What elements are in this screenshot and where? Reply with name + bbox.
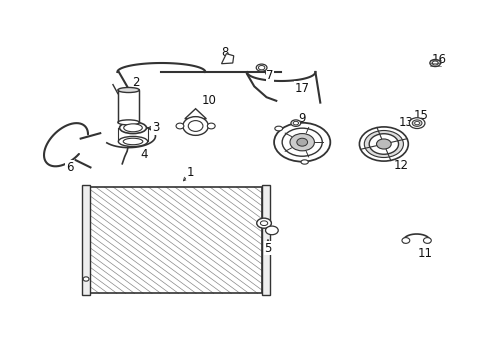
Ellipse shape bbox=[188, 121, 203, 131]
Ellipse shape bbox=[429, 59, 440, 67]
Ellipse shape bbox=[258, 66, 264, 70]
Ellipse shape bbox=[290, 120, 300, 126]
Text: 1: 1 bbox=[186, 166, 194, 179]
Ellipse shape bbox=[260, 221, 267, 225]
Text: 14: 14 bbox=[387, 132, 402, 145]
Ellipse shape bbox=[207, 123, 215, 129]
Ellipse shape bbox=[176, 123, 183, 129]
Ellipse shape bbox=[123, 124, 142, 132]
Ellipse shape bbox=[359, 127, 407, 161]
Ellipse shape bbox=[296, 138, 307, 146]
Text: 15: 15 bbox=[413, 109, 428, 122]
Text: 17: 17 bbox=[294, 82, 309, 95]
Text: 13: 13 bbox=[398, 116, 412, 129]
Bar bbox=[261, 185, 270, 295]
Ellipse shape bbox=[118, 87, 139, 93]
Polygon shape bbox=[184, 109, 206, 119]
Text: 12: 12 bbox=[393, 159, 407, 172]
Ellipse shape bbox=[408, 118, 424, 129]
Ellipse shape bbox=[289, 134, 314, 151]
Ellipse shape bbox=[368, 134, 398, 154]
Ellipse shape bbox=[183, 117, 208, 135]
Text: 11: 11 bbox=[417, 247, 432, 260]
Ellipse shape bbox=[123, 138, 142, 145]
Bar bbox=[90, 187, 261, 293]
Text: 10: 10 bbox=[202, 94, 216, 107]
Polygon shape bbox=[221, 54, 233, 64]
Ellipse shape bbox=[282, 128, 322, 156]
Text: 2: 2 bbox=[132, 76, 140, 89]
Ellipse shape bbox=[118, 136, 147, 147]
Text: 4: 4 bbox=[140, 148, 148, 161]
Text: 5: 5 bbox=[264, 242, 271, 255]
Ellipse shape bbox=[265, 226, 278, 235]
Bar bbox=[81, 185, 90, 295]
Bar bbox=[90, 187, 261, 293]
Ellipse shape bbox=[119, 122, 146, 134]
Ellipse shape bbox=[256, 218, 271, 228]
Ellipse shape bbox=[292, 121, 298, 125]
Text: 9: 9 bbox=[298, 112, 305, 125]
Ellipse shape bbox=[274, 126, 282, 131]
Ellipse shape bbox=[364, 130, 403, 158]
Ellipse shape bbox=[118, 120, 139, 125]
Ellipse shape bbox=[376, 139, 390, 149]
Ellipse shape bbox=[83, 277, 89, 281]
Ellipse shape bbox=[273, 123, 330, 162]
Text: 16: 16 bbox=[431, 53, 446, 66]
Text: 3: 3 bbox=[151, 121, 159, 134]
Circle shape bbox=[401, 238, 409, 243]
Text: 7: 7 bbox=[265, 69, 273, 82]
Text: 8: 8 bbox=[221, 46, 228, 59]
Ellipse shape bbox=[411, 120, 421, 126]
Ellipse shape bbox=[414, 121, 419, 125]
Bar bbox=[118, 90, 139, 122]
Ellipse shape bbox=[256, 64, 266, 71]
Text: 6: 6 bbox=[65, 161, 73, 174]
Ellipse shape bbox=[300, 160, 308, 164]
Circle shape bbox=[423, 238, 430, 243]
Ellipse shape bbox=[431, 61, 437, 65]
